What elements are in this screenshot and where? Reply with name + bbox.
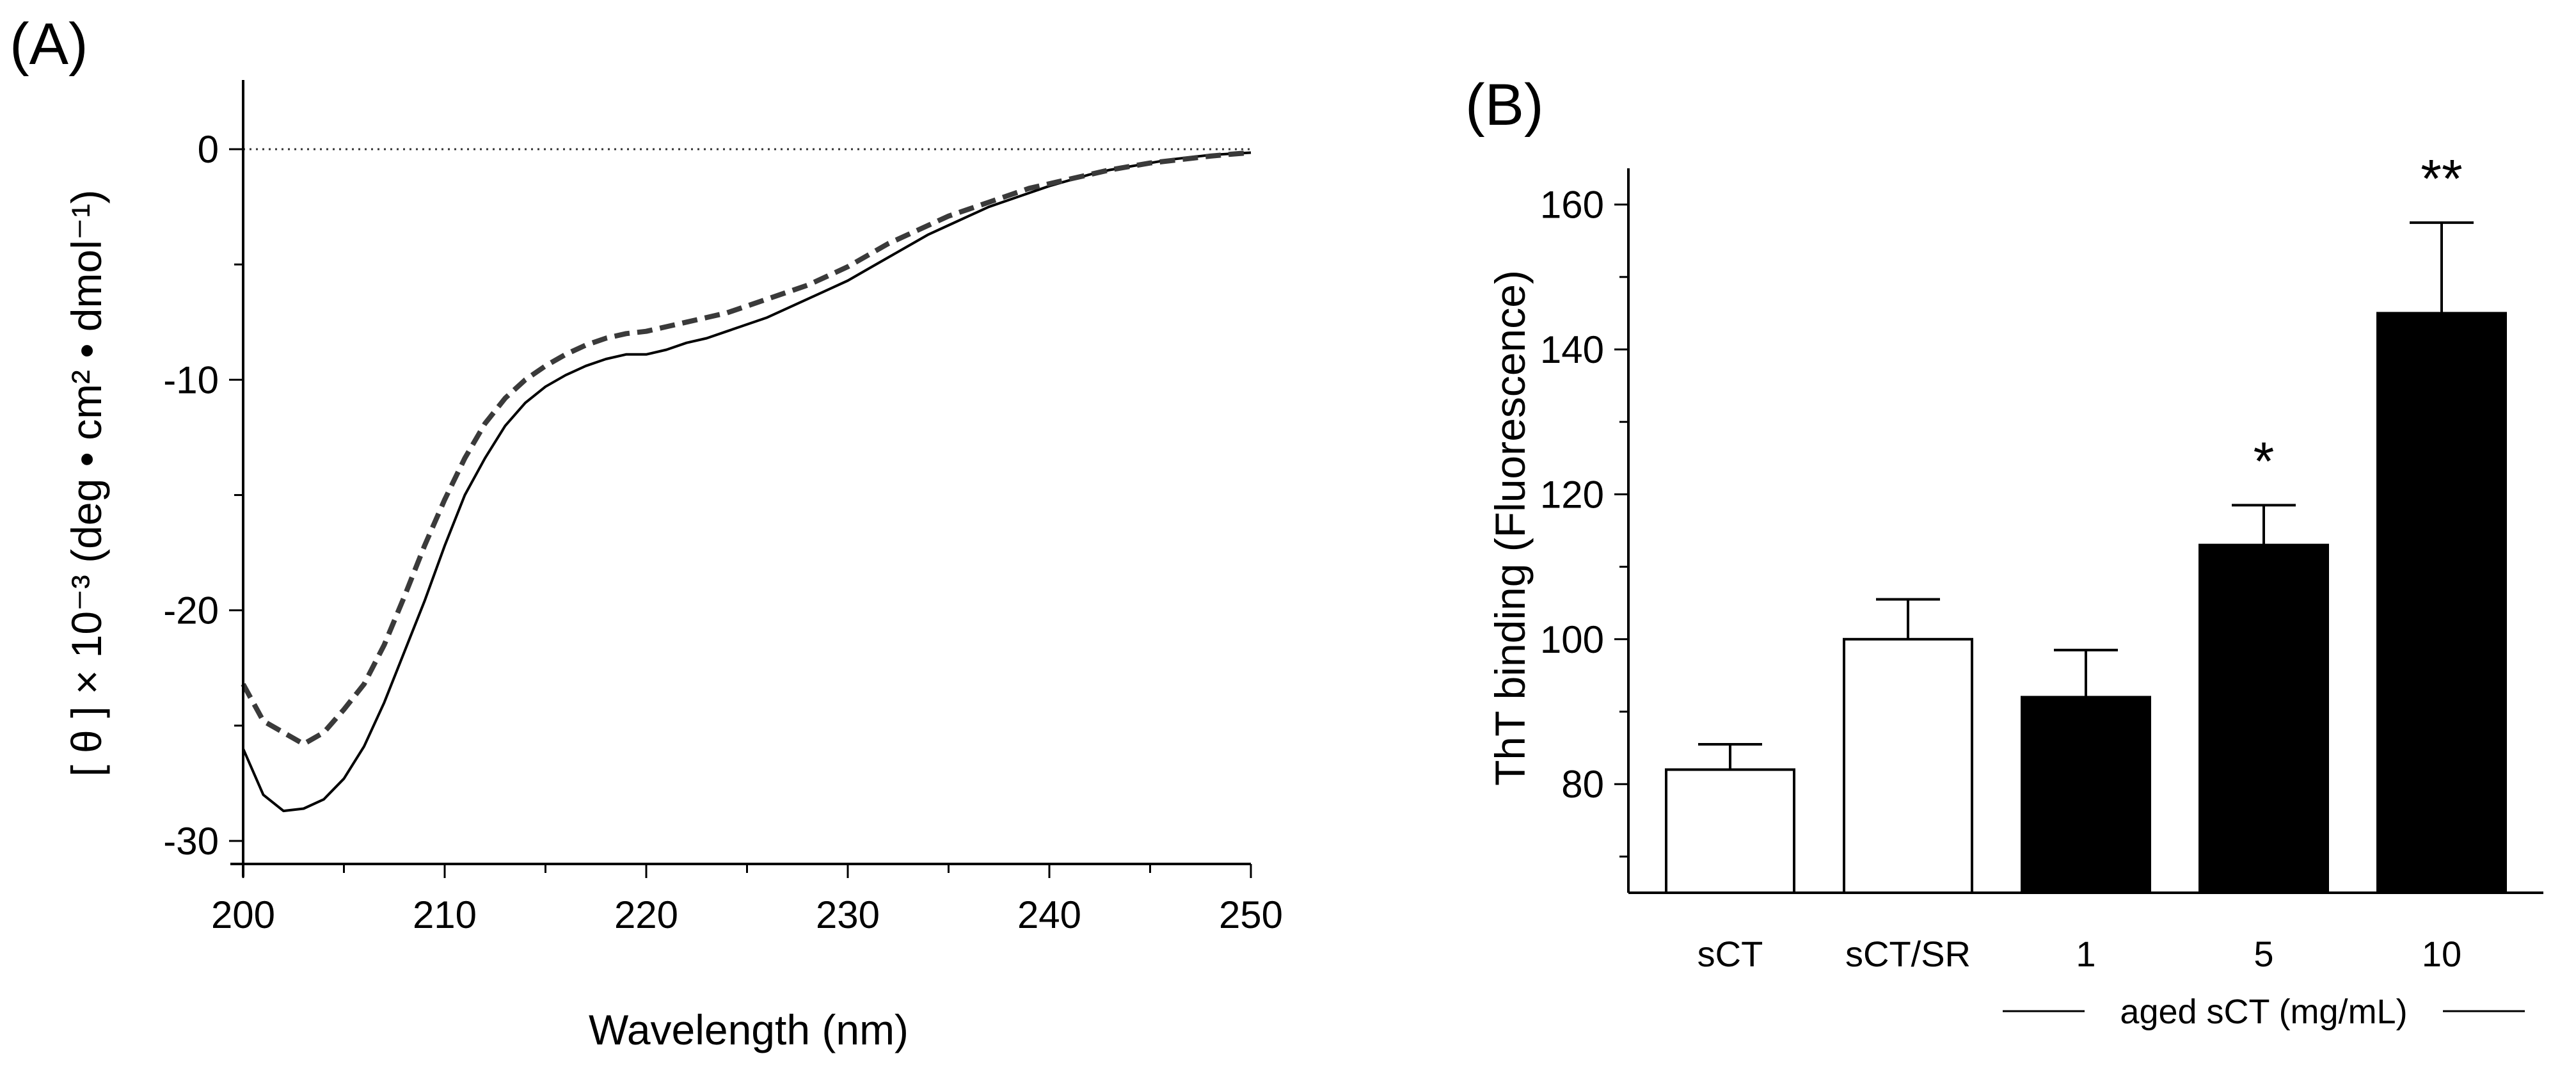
y-tick-label: -10 xyxy=(163,358,219,401)
group-bracket: aged sCT (mg/mL) xyxy=(2003,993,2525,1031)
x-category-label: 10 xyxy=(2422,934,2461,974)
y-tick-label: 120 xyxy=(1540,473,1604,516)
y-tick-label: 80 xyxy=(1561,763,1604,806)
bar-1 xyxy=(2021,696,2151,894)
panel-b-axes: 80 100 120 140 160 xyxy=(1540,168,2543,894)
x-tick-label: 250 xyxy=(1219,893,1283,936)
y-tick-label: -20 xyxy=(163,589,219,632)
x-category-label: sCT xyxy=(1697,934,1763,974)
y-tick-label: -30 xyxy=(163,820,219,863)
x-category-label: 1 xyxy=(2076,934,2095,974)
y-tick-label: 160 xyxy=(1540,184,1604,227)
bar-series: sCT sCT/SR 1 * 5 ** 10 xyxy=(1665,148,2507,974)
x-tick-label: 230 xyxy=(816,893,880,936)
bar-sct xyxy=(1665,768,1795,895)
series-line-dashed xyxy=(241,150,1252,747)
x-tick-label: 210 xyxy=(413,893,477,936)
x-tick-label: 220 xyxy=(614,893,678,936)
x-category-label: 5 xyxy=(2254,934,2273,974)
panel-b-label: (B) xyxy=(1465,72,1544,138)
y-tick-label: 0 xyxy=(198,128,219,171)
series-line-solid xyxy=(242,151,1252,813)
significance-marker: * xyxy=(2254,431,2275,491)
panel-a-label: (A) xyxy=(10,12,88,77)
significance-marker: ** xyxy=(2421,148,2462,209)
panel-a-axes: 0 -10 -20 -30 200 210 220 230 240 250 xyxy=(163,80,1283,936)
bar-5 xyxy=(2198,543,2329,894)
cd-spectrum-series xyxy=(241,150,1252,813)
y-tick-label: 100 xyxy=(1540,618,1604,661)
y-axis-title: ThT binding (Fluorescence) xyxy=(1486,270,1534,786)
x-tick-label: 200 xyxy=(211,893,275,936)
group-label: aged sCT (mg/mL) xyxy=(2120,993,2407,1031)
y-tick-label: 140 xyxy=(1540,328,1604,371)
panel-b: (B) sCT sCT/SR 1 * 5 ** 10 80 100 120 140 160 ThT … xyxy=(1465,72,2543,1031)
bar-10 xyxy=(2376,312,2507,894)
x-category-label: sCT/SR xyxy=(1845,934,1971,974)
y-axis-title: [ θ ] × 10⁻³ (deg • cm² • dmol⁻¹) xyxy=(63,189,110,776)
bar-sct-sr xyxy=(1843,637,1973,894)
panel-a: (A) 0 -10 -20 -30 200 210 220 230 240 250 Wavelen… xyxy=(10,12,1283,1053)
x-tick-label: 240 xyxy=(1017,893,1081,936)
x-axis-title: Wavelength (nm) xyxy=(589,1006,909,1053)
